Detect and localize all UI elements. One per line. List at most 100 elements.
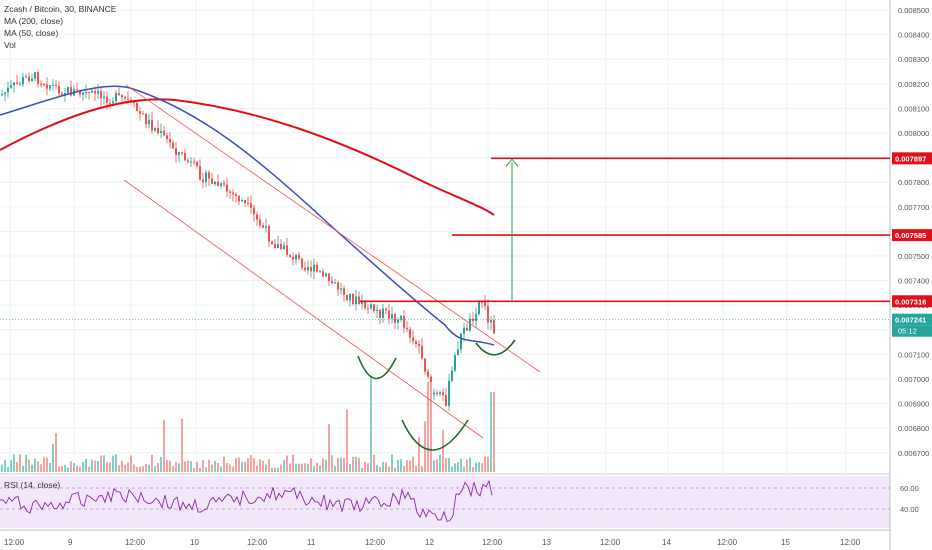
volume-bar [145,464,147,472]
volume-bar [43,457,45,472]
candle-body [148,119,150,125]
volume-bar [79,466,81,472]
y-tick-label: 0.007400 [898,277,929,286]
volume-bar [187,460,189,472]
volume-bar [250,454,252,472]
candle-body [247,202,249,204]
candle-body [169,139,171,143]
candle-body [160,130,162,134]
candle-body [16,82,18,84]
candle-body [349,293,351,301]
volume-bar [310,458,312,472]
y-tick-label: 0.008200 [898,80,929,89]
volume-bar [199,467,201,472]
candle-body [268,226,270,242]
volume-bar [223,456,225,472]
volume-bar [439,454,441,472]
volume-bar [244,461,246,472]
volume-bar [67,467,69,472]
volume-bar [34,458,36,472]
candle-body [412,337,414,342]
candle-body [40,83,42,85]
candle-body [130,99,132,102]
candle-body [25,76,27,78]
volume-bar [229,464,231,472]
volume-bar [313,466,315,472]
price-label-box [892,295,932,308]
volume-bar [97,461,99,472]
y-tick-label: 0.007100 [898,350,929,359]
candle-body [262,225,264,228]
volume-bar [88,466,90,472]
volume-bar [448,457,450,472]
candle-body [37,72,39,84]
candle-body [334,282,336,284]
candle-body [433,392,435,395]
volume-bar [355,456,357,472]
volume-bar [163,419,165,472]
ma200-legend: MA (200, close) [4,16,64,26]
ma50-legend: MA (50, close) [4,28,59,38]
candle-body [232,192,234,195]
candle-body [385,308,387,311]
volume-bar [193,467,195,472]
candle-body [193,161,195,163]
volume-bar [55,433,57,472]
candle-body [340,288,342,290]
candle-body [220,183,222,186]
x-tick-label: 14 [662,538,671,547]
candle-body [418,343,420,346]
candle-body [124,97,126,99]
volume-bar [136,467,138,472]
volume-bar [37,461,39,472]
candle-body [103,96,105,99]
volume-bar [133,464,135,472]
target-arrow-head [505,158,519,167]
candle-body [406,327,408,330]
candle-body [139,111,141,114]
y-tick-label: 0.008000 [898,129,929,138]
volume-bar [472,467,474,472]
candle-body [235,194,237,196]
y-tick-label: 0.008400 [898,31,929,40]
volume-bar [82,461,84,472]
candle-body [19,83,21,85]
volume-bar [475,462,477,472]
candle-body [379,309,381,318]
candle-body [367,307,369,309]
volume-bar [25,455,27,472]
volume-bar [274,467,276,472]
candle-body [118,93,120,95]
candle-body [13,82,15,86]
volume-bar [352,456,354,472]
volume-bar [301,463,303,472]
candle-body [469,318,471,331]
x-tick-label: 9 [68,538,73,547]
x-tick-label: 12:00 [365,538,386,547]
candle-body [241,200,243,202]
candle-body [415,341,417,344]
candle-body [310,267,312,272]
volume-bar [283,460,285,472]
candle-body [298,255,300,259]
volume-bar [10,460,12,472]
volume-bar [289,463,291,472]
volume-bar [454,463,456,472]
volume-bar [139,466,141,472]
volume-bar [406,460,408,472]
y-tick-label: 0.008300 [898,55,929,64]
candle-body [274,243,276,249]
rsi-tick-label: 40.00 [900,505,919,514]
x-tick-label: 10 [190,538,199,547]
candle-body [223,183,225,185]
rsi-tick-label: 60.00 [900,484,919,493]
volume-bar [409,460,411,472]
candle-body [397,319,399,323]
candle-body [448,380,450,406]
volume-bar [286,455,288,472]
candle-body [229,191,231,193]
volume-bar [433,460,435,472]
candle-body [94,91,96,94]
volume-bar [220,466,222,472]
